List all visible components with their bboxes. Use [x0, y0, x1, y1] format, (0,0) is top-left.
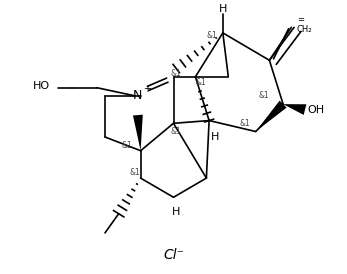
Text: &1: &1 — [259, 92, 269, 100]
Polygon shape — [133, 115, 143, 151]
Text: OH: OH — [308, 105, 325, 115]
Text: &1: &1 — [171, 70, 181, 78]
Text: &1: &1 — [171, 127, 181, 136]
Text: H: H — [210, 132, 219, 141]
Polygon shape — [256, 101, 287, 132]
Text: N: N — [133, 89, 143, 102]
Text: &1: &1 — [195, 78, 206, 87]
Text: &1: &1 — [239, 119, 250, 128]
Text: +: + — [143, 84, 152, 94]
Text: H: H — [219, 4, 227, 14]
Text: Cl⁻: Cl⁻ — [163, 248, 184, 262]
Text: &1: &1 — [121, 141, 132, 150]
Text: HO: HO — [33, 81, 50, 91]
Text: =
CH₂: = CH₂ — [297, 15, 312, 34]
Text: H: H — [172, 207, 180, 217]
Text: &1: &1 — [130, 168, 141, 177]
Text: &1: &1 — [206, 31, 217, 40]
Polygon shape — [283, 104, 306, 115]
